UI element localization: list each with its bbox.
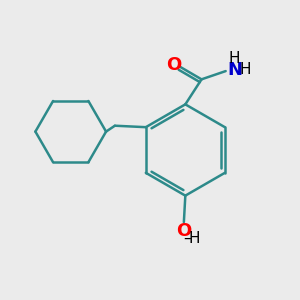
Text: O: O [166, 56, 182, 74]
Text: O: O [176, 222, 191, 240]
Text: N: N [227, 61, 242, 79]
Text: H: H [188, 231, 200, 246]
Text: H: H [240, 62, 251, 77]
Text: H: H [229, 51, 240, 66]
Text: –: – [183, 231, 190, 246]
